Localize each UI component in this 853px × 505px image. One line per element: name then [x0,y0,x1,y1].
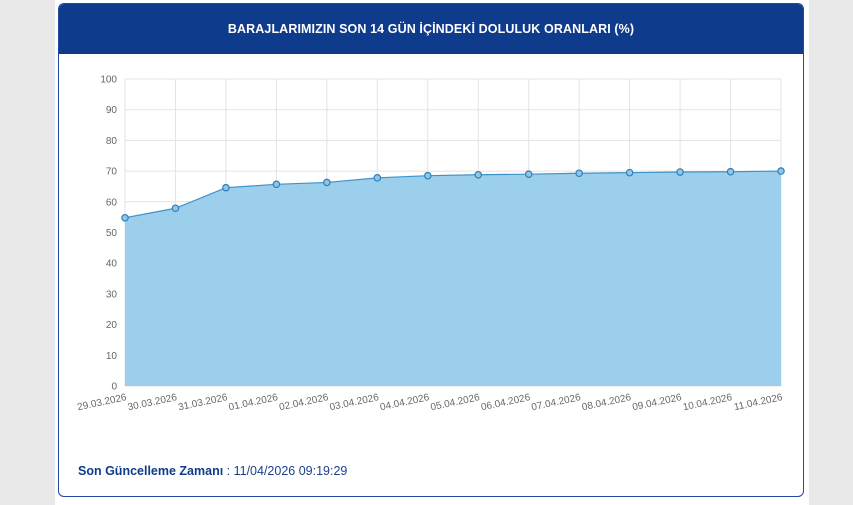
x-axis-ticks: 29.03.2026 30.03.2026 31.03.2026 01.04.2026… [76,392,784,413]
y-tick-label: 30 [106,289,118,300]
area-layer [124,170,782,386]
last-update: Son Güncelleme Zamanı : 11/04/2026 09:19… [78,464,347,478]
y-tick-label: 0 [111,382,117,393]
y-tick-label: 40 [106,259,118,270]
x-tick-label: 03.04.2026 [329,392,381,413]
x-tick-label: 09.04.2026 [631,392,683,413]
x-tick-label: 31.03.2026 [177,392,229,413]
data-point[interactable] [625,168,634,177]
chart-card: BARAJLARIMIZIN SON 14 GÜN İÇİNDEKİ DOLUL… [58,3,804,497]
x-tick-label: 10.04.2026 [682,392,734,413]
x-tick-label: 08.04.2026 [581,392,633,413]
area-fill [125,171,781,386]
data-point[interactable] [676,168,684,176]
data-point[interactable] [272,180,281,189]
y-axis-ticks: 0 10 20 30 40 50 60 70 80 90 100 [100,75,117,393]
x-tick-label: 06.04.2026 [480,392,532,413]
last-update-separator: : [223,464,234,478]
last-update-value: 11/04/2026 09:19:29 [233,464,348,478]
y-tick-label: 90 [106,105,118,116]
y-tick-label: 80 [106,136,118,147]
data-point[interactable] [423,171,432,180]
data-point[interactable] [726,167,735,176]
x-tick-label: 07.04.2026 [531,392,583,413]
data-point[interactable] [323,178,331,187]
data-point[interactable] [171,204,180,213]
y-tick-label: 60 [106,197,118,208]
x-tick-label: 05.04.2026 [430,392,482,413]
y-tick-label: 20 [106,320,118,331]
y-tick-label: 50 [106,228,118,239]
data-markers [121,167,785,222]
chart-title: BARAJLARIMIZIN SON 14 GÜN İÇİNDEKİ DOLUL… [59,4,803,54]
page: BARAJLARIMIZIN SON 14 GÜN İÇİNDEKİ DOLUL… [55,0,809,505]
data-point[interactable] [474,170,483,179]
data-point[interactable] [777,167,785,175]
area-chart: 0 10 20 30 40 50 60 70 80 90 100 29.03.2026 30.03.2… [76,75,785,413]
last-update-label: Son Güncelleme Zamanı [78,464,224,478]
y-tick-label: 70 [106,167,118,178]
x-tick-label: 01.04.2026 [228,392,280,413]
x-tick-label: 29.03.2026 [76,392,128,413]
series-line [124,170,782,219]
data-point[interactable] [575,169,583,178]
x-tick-label: 04.04.2026 [379,392,431,413]
y-tick-label: 100 [100,75,117,86]
data-point[interactable] [222,183,230,192]
x-tick-label: 30.03.2026 [127,392,179,413]
y-tick-label: 10 [106,351,118,362]
x-tick-label: 02.04.2026 [278,392,330,413]
data-point[interactable] [373,174,382,182]
data-point[interactable] [524,170,533,178]
data-point[interactable] [121,213,129,222]
x-tick-label: 11.04.2026 [733,392,784,413]
